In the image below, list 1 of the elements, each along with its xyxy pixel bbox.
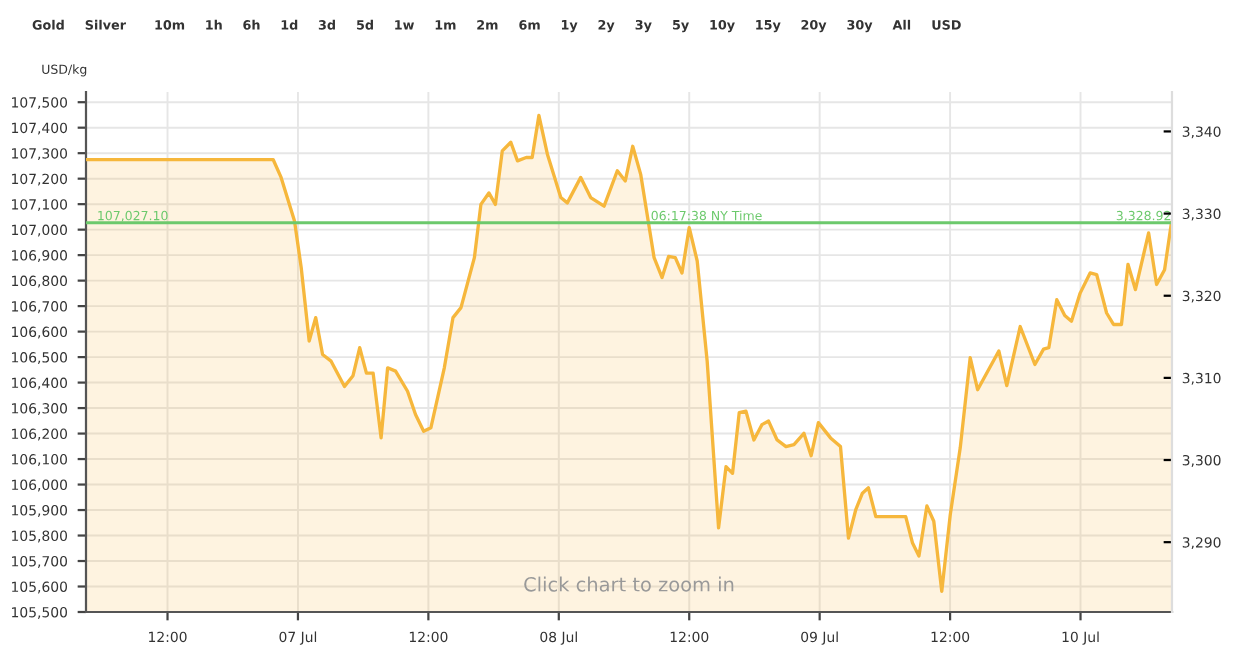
annotation: Click chart to zoom in	[524, 576, 734, 592]
